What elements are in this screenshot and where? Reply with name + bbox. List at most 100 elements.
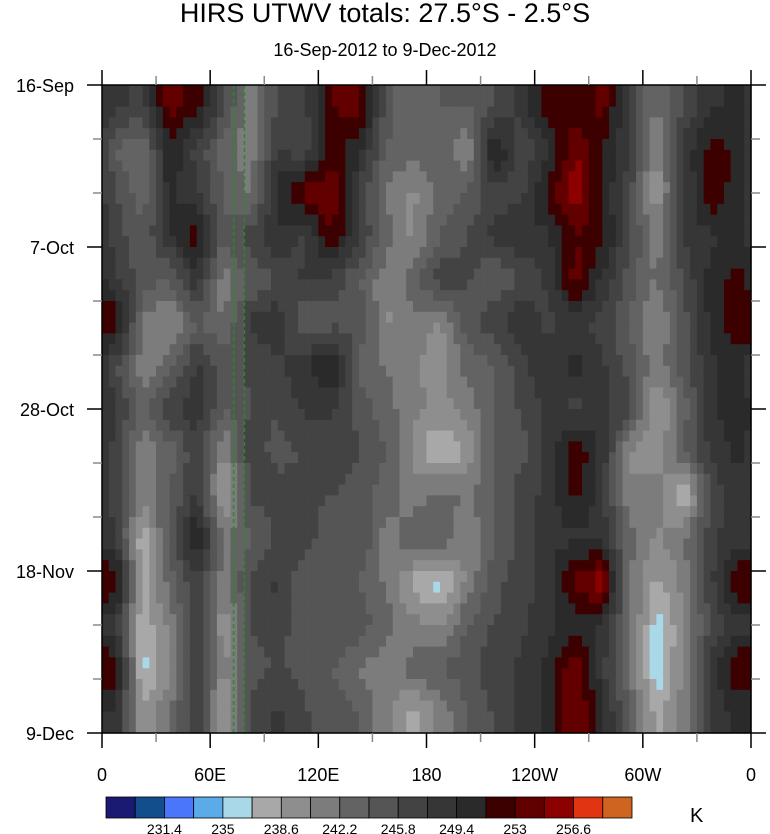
heatmap-cell xyxy=(602,430,610,442)
heatmap-cell xyxy=(115,473,123,486)
heatmap-cell xyxy=(156,517,164,529)
heatmap-cell xyxy=(102,581,110,594)
heatmap-cell xyxy=(683,290,691,302)
heatmap-cell xyxy=(696,149,705,162)
heatmap-cell xyxy=(372,85,380,97)
heatmap-cell xyxy=(494,387,502,399)
heatmap-cell xyxy=(108,603,117,615)
heatmap-cell xyxy=(318,149,326,162)
heatmap-cell xyxy=(723,441,732,453)
heatmap-cell xyxy=(480,409,488,421)
heatmap-cell xyxy=(595,85,603,97)
heatmap-cell xyxy=(210,495,218,507)
heatmap-cell xyxy=(304,149,313,162)
heatmap-cell xyxy=(419,203,428,216)
heatmap-cell xyxy=(737,560,745,572)
heatmap-cell xyxy=(473,85,482,97)
heatmap-cell xyxy=(636,203,644,216)
heatmap-cell xyxy=(372,365,380,378)
heatmap-cell xyxy=(602,495,610,507)
heatmap-cell xyxy=(257,95,265,108)
heatmap-cell xyxy=(568,203,576,216)
heatmap-cell xyxy=(534,117,543,129)
heatmap-cell xyxy=(271,463,279,475)
heatmap-cell xyxy=(372,279,380,291)
heatmap-cell xyxy=(189,560,198,572)
heatmap-cell xyxy=(561,430,570,442)
heatmap-cell xyxy=(129,344,137,356)
heatmap-cell xyxy=(656,85,664,97)
heatmap-cell xyxy=(264,441,272,453)
heatmap-cell xyxy=(480,581,488,594)
heatmap-cell xyxy=(744,419,752,432)
heatmap-cell xyxy=(581,538,590,550)
heatmap-cell xyxy=(534,527,543,540)
heatmap-cell xyxy=(723,527,732,540)
heatmap-cell xyxy=(311,344,319,356)
heatmap-cell xyxy=(365,527,374,540)
heatmap-cell xyxy=(358,365,367,378)
heatmap-cell xyxy=(500,171,509,183)
heatmap-cell xyxy=(243,603,252,615)
heatmap-cell xyxy=(737,376,745,388)
heatmap-cell xyxy=(156,549,164,561)
heatmap-cell xyxy=(318,527,326,540)
heatmap-cell xyxy=(358,225,367,237)
heatmap-cell xyxy=(446,117,455,129)
heatmap-cell xyxy=(521,171,529,183)
heatmap-cell xyxy=(541,603,549,615)
heatmap-cell xyxy=(527,506,536,518)
heatmap-cell xyxy=(311,171,319,183)
heatmap-cell xyxy=(446,430,455,442)
heatmap-cell xyxy=(203,517,211,529)
heatmap-cell xyxy=(480,495,488,507)
heatmap-cell xyxy=(514,182,522,194)
heatmap-cell xyxy=(622,128,630,140)
heatmap-cell xyxy=(710,517,718,529)
heatmap-cell xyxy=(318,95,326,108)
heatmap-cell xyxy=(176,376,184,388)
heatmap-cell xyxy=(460,301,468,313)
heatmap-cell xyxy=(595,495,603,507)
heatmap-cell xyxy=(730,106,739,118)
heatmap-cell xyxy=(129,225,137,237)
heatmap-cell xyxy=(426,603,434,615)
heatmap-cell xyxy=(406,171,414,183)
heatmap-cell xyxy=(649,85,657,97)
heatmap-cell xyxy=(372,236,380,248)
heatmap-cell xyxy=(102,214,110,226)
heatmap-cell xyxy=(500,225,509,237)
heatmap-cell xyxy=(216,106,225,118)
heatmap-cell xyxy=(149,225,157,237)
heatmap-cell xyxy=(500,517,509,529)
heatmap-cell xyxy=(149,441,157,453)
heatmap-cell xyxy=(683,376,691,388)
heatmap-cell xyxy=(669,506,678,518)
heatmap-cell xyxy=(500,473,509,486)
heatmap-cell xyxy=(710,322,718,334)
heatmap-cell xyxy=(703,581,712,594)
heatmap-cell xyxy=(399,311,407,324)
heatmap-cell xyxy=(467,128,475,140)
heatmap-cell xyxy=(102,506,110,518)
heatmap-cell xyxy=(419,430,428,442)
heatmap-cell xyxy=(487,160,495,172)
heatmap-cell xyxy=(169,355,177,367)
heatmap-cell xyxy=(568,538,576,550)
heatmap-cell xyxy=(108,268,117,280)
heatmap-cell xyxy=(156,355,164,367)
heatmap-cell xyxy=(318,409,326,421)
heatmap-cell xyxy=(189,625,198,637)
heatmap-cell xyxy=(162,560,171,572)
heatmap-cell xyxy=(609,236,617,248)
heatmap-cell xyxy=(412,225,421,237)
heatmap-cell xyxy=(636,419,644,432)
heatmap-cell xyxy=(487,419,495,432)
heatmap-cell xyxy=(730,117,739,129)
heatmap-cell xyxy=(149,117,157,129)
heatmap-cell xyxy=(703,398,712,410)
heatmap-cell xyxy=(291,311,299,324)
heatmap-cell xyxy=(521,419,529,432)
heatmap-cell xyxy=(257,85,265,97)
heatmap-cell xyxy=(676,225,684,237)
